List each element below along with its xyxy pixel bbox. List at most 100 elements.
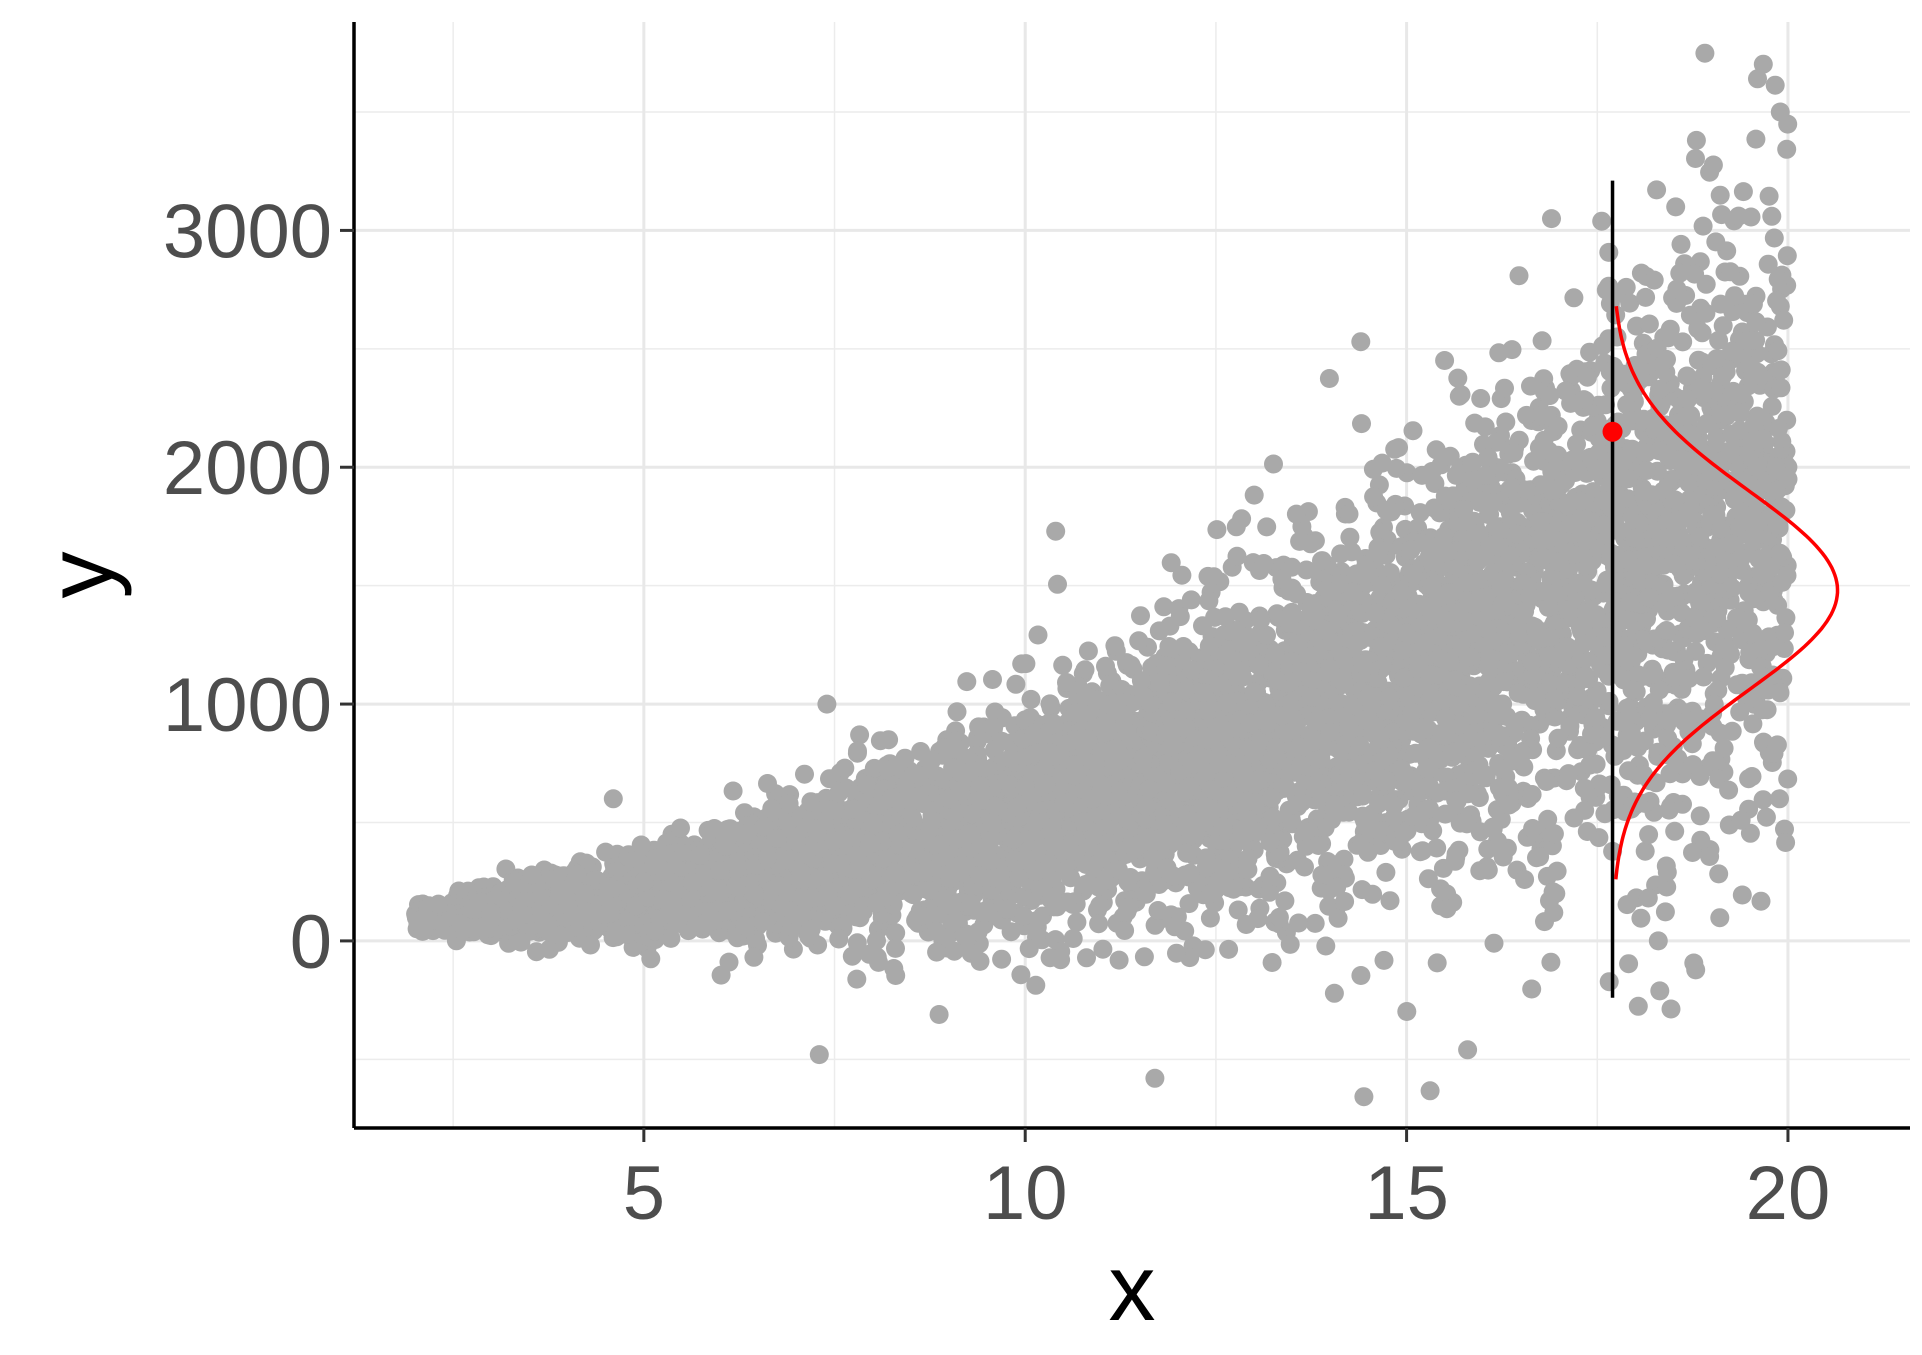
scatter-point (1319, 369, 1339, 388)
scatter-point (1747, 406, 1767, 426)
scatter-point (1655, 902, 1675, 922)
scatter-point (1544, 824, 1564, 844)
data-points (406, 43, 1798, 1107)
scatter-point (1173, 637, 1193, 656)
scatter-point (1275, 891, 1295, 911)
scatter-point (1515, 870, 1535, 889)
scatter-point (1592, 211, 1612, 231)
scatter-point (1372, 453, 1392, 473)
scatter-point (1639, 825, 1659, 845)
scatter-point (1328, 908, 1348, 928)
scatter-point (1403, 421, 1423, 441)
scatter-point (1548, 416, 1568, 436)
scatter-point (829, 929, 849, 949)
scatter-point (1693, 216, 1713, 236)
scatter-point (1709, 864, 1729, 884)
scatter-point (870, 731, 890, 751)
scatter-point (1777, 246, 1797, 266)
scatter-point (969, 717, 989, 737)
scatter-point (1661, 999, 1681, 1019)
scatter-point (1666, 197, 1686, 217)
scatter-point (1751, 891, 1771, 911)
scatter-point (1067, 912, 1087, 932)
scatter-point (1665, 821, 1685, 841)
scatter-point (884, 959, 904, 978)
scatter-point (1567, 434, 1586, 454)
scatter-point (1493, 847, 1513, 867)
scatter-point (1040, 694, 1060, 714)
scatter-point (886, 923, 906, 943)
scatter-point (1759, 186, 1779, 206)
scatter-point (1635, 841, 1655, 861)
scatter-point (1765, 75, 1785, 95)
scatter-point (1469, 523, 1489, 543)
scatter-point (1747, 457, 1767, 477)
scatter-point (1364, 487, 1384, 507)
scatter-point (956, 748, 976, 768)
scatter-point (1093, 939, 1113, 959)
scatter-point (1172, 565, 1192, 585)
scatter-point (1048, 574, 1067, 594)
scatter-point (1496, 412, 1516, 432)
scatter-point (1639, 314, 1659, 334)
scatter-point (1753, 54, 1773, 74)
scatter-point (1305, 913, 1325, 933)
scatter-point (1753, 790, 1773, 810)
scatter-point (1336, 735, 1355, 755)
scatter-point (1523, 665, 1543, 685)
scatter-point (1703, 751, 1723, 771)
scatter-point (1536, 772, 1556, 791)
scatter-point (1767, 291, 1787, 311)
scatter-point (1448, 368, 1468, 388)
scatter-point (1296, 560, 1316, 580)
scatter-point (1006, 674, 1026, 694)
scatter-point (1145, 915, 1165, 935)
scatter-point (1764, 744, 1784, 763)
scatter-point (1719, 780, 1739, 800)
scatter-point (1264, 454, 1283, 474)
scatter-point (1657, 877, 1677, 897)
scatter-point (1544, 903, 1564, 922)
scatter-point (1200, 908, 1220, 928)
scatter-point (864, 758, 884, 778)
scatter-point (1239, 641, 1258, 661)
scatter-point (1690, 806, 1710, 826)
scatter-point (929, 1005, 949, 1024)
scatter-point (1427, 838, 1447, 858)
scatter-point (1014, 906, 1034, 926)
scatter-point (1509, 266, 1529, 286)
scatter-point (1710, 185, 1730, 205)
scatter-point (1673, 332, 1693, 352)
scatter-point (1478, 447, 1498, 467)
scatter-point (1257, 517, 1277, 537)
scatter-point (1280, 934, 1300, 954)
scatter-point (1746, 312, 1766, 332)
scatter-point (1564, 288, 1584, 308)
scatter-point (1226, 517, 1246, 537)
scatter-point (1700, 847, 1720, 866)
scatter-point (1063, 929, 1083, 948)
scatter-point (1538, 809, 1558, 829)
scatter-point (1725, 286, 1745, 306)
scatter-point (1224, 879, 1243, 899)
scatter-point (1628, 996, 1648, 1016)
scatter-point (1713, 316, 1733, 336)
scatter-point (1352, 414, 1371, 434)
scatter-point (1044, 714, 1064, 733)
scatter-point (1677, 366, 1697, 386)
scatter-point (1193, 616, 1212, 636)
scatter-point (1537, 866, 1557, 886)
scatter-point (1575, 800, 1595, 820)
scatter-point (943, 758, 963, 778)
scatter-point (1248, 909, 1268, 929)
scatter-point (1026, 975, 1046, 995)
scatter-point (1228, 900, 1248, 920)
scatter-point (1159, 637, 1179, 656)
scatter-point (1729, 206, 1749, 226)
scatter-point (1670, 263, 1690, 283)
scatter-point (1028, 625, 1048, 645)
scatter-point (1505, 714, 1525, 734)
scatter-point (1704, 695, 1724, 714)
scatter-point (1289, 913, 1309, 933)
